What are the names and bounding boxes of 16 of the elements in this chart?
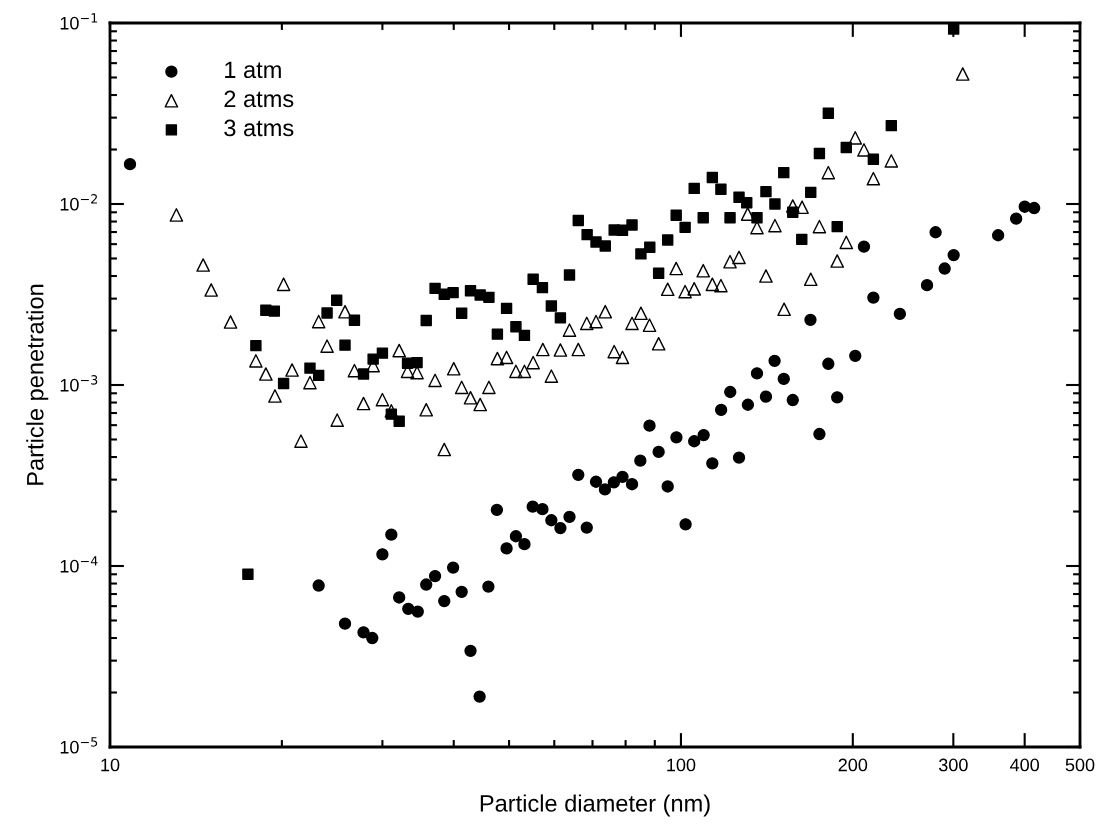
x-tick-label: 500 [1065, 758, 1095, 772]
x-tick-label: 100 [667, 758, 696, 772]
legend-label: 1 atm [225, 61, 281, 79]
y-tick-label: 10$^{−2}$ [60, 194, 97, 211]
x-tick-label: 200 [838, 758, 868, 772]
x-tick-label: 300 [938, 758, 968, 772]
y-tick-label: 10$^{−5}$ [60, 737, 98, 754]
legend-label: 2 atms [224, 90, 294, 108]
y-axis-title: Particle penetration [26, 284, 49, 485]
y-tick-label: 10$^{−4}$ [60, 556, 98, 573]
x-axis-title: Particle diameter (nm) [480, 794, 710, 817]
y-tick-label: 10$^{−3}$ [60, 375, 98, 392]
x-tick-label: 10 [101, 758, 120, 772]
x-tick-label: 400 [1010, 758, 1040, 772]
legend-label: 3 atms [224, 119, 294, 137]
y-tick-label: 10$^{−1}$ [60, 13, 98, 30]
